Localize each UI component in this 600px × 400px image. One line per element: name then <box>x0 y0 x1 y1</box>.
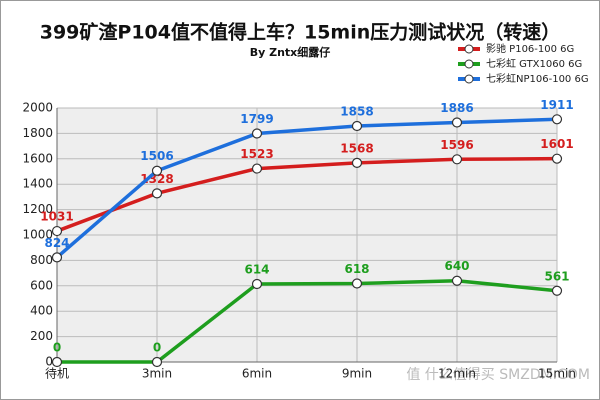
data-label: 1568 <box>340 141 373 155</box>
legend-marker <box>464 74 474 84</box>
y-tick-label: 400 <box>30 304 53 318</box>
data-label: 618 <box>344 262 369 276</box>
x-tick-label: 6min <box>242 367 272 381</box>
data-point <box>451 275 463 286</box>
watermark: 值 什么值得买 SMZDM.COM <box>406 366 590 383</box>
data-label: 1523 <box>240 147 273 161</box>
data-point <box>251 163 263 174</box>
series-line <box>57 278 558 364</box>
data-label: 614 <box>244 263 269 277</box>
legend-marker <box>464 59 474 69</box>
data-point <box>151 165 163 176</box>
x-tick-label: 3min <box>142 367 172 381</box>
data-label: 561 <box>544 269 569 283</box>
data-point <box>551 285 563 296</box>
data-point <box>51 356 63 368</box>
x-tick-label: 9min <box>342 367 372 381</box>
legend-label: 七彩虹 GTX1060 6G <box>486 58 582 70</box>
data-point <box>51 252 63 263</box>
data-point <box>51 225 63 237</box>
y-tick-label: 1400 <box>22 177 53 191</box>
y-tick-label: 1600 <box>22 151 53 165</box>
series-line <box>55 117 558 259</box>
data-point <box>251 278 263 290</box>
x-tick-label: 15min <box>538 367 576 381</box>
legend-marker <box>464 44 474 54</box>
data-label: 1601 <box>540 137 573 151</box>
data-label: 1328 <box>140 172 173 186</box>
data-point <box>351 278 363 289</box>
y-tick-label: 1000 <box>22 228 53 242</box>
data-point <box>351 120 363 132</box>
legend-label: 七彩虹NP106-100 6G <box>486 73 589 85</box>
data-point <box>251 128 263 139</box>
y-tick-label: 600 <box>30 278 53 292</box>
data-label: 1911 <box>540 98 573 112</box>
data-point <box>151 356 163 368</box>
data-point <box>451 154 463 165</box>
data-point <box>551 153 563 164</box>
chart-subtitle: By Zntx细露仔 <box>250 45 331 59</box>
data-label: 824 <box>44 236 69 250</box>
y-tick-label: 800 <box>30 253 53 267</box>
data-label: 640 <box>444 259 469 273</box>
data-label: 1031 <box>40 210 73 224</box>
chart-title: 399矿渣P104值不值得上车？15min压力测试状况（转速） <box>40 21 561 44</box>
data-label: 1506 <box>140 149 173 163</box>
data-label: 0 <box>53 341 61 355</box>
data-label: 1799 <box>240 112 273 126</box>
data-label: 0 <box>153 341 161 355</box>
x-tick-label: 待机 <box>45 367 69 381</box>
x-tick-label: 12min <box>438 367 476 381</box>
data-label: 1596 <box>440 138 473 152</box>
y-tick-label: 2000 <box>22 101 53 115</box>
data-point <box>151 188 163 199</box>
y-tick-label: 1200 <box>22 202 53 216</box>
data-point <box>551 114 563 125</box>
data-point <box>451 117 463 128</box>
y-tick-label: 0 <box>45 355 53 369</box>
y-tick-label: 200 <box>30 329 53 343</box>
data-label: 1858 <box>340 105 373 119</box>
data-label: 1886 <box>440 101 473 115</box>
legend-label: 影驰 P106-100 6G <box>486 42 574 55</box>
series-line <box>56 156 558 233</box>
data-point <box>351 157 363 168</box>
y-tick-label: 1800 <box>22 126 53 140</box>
